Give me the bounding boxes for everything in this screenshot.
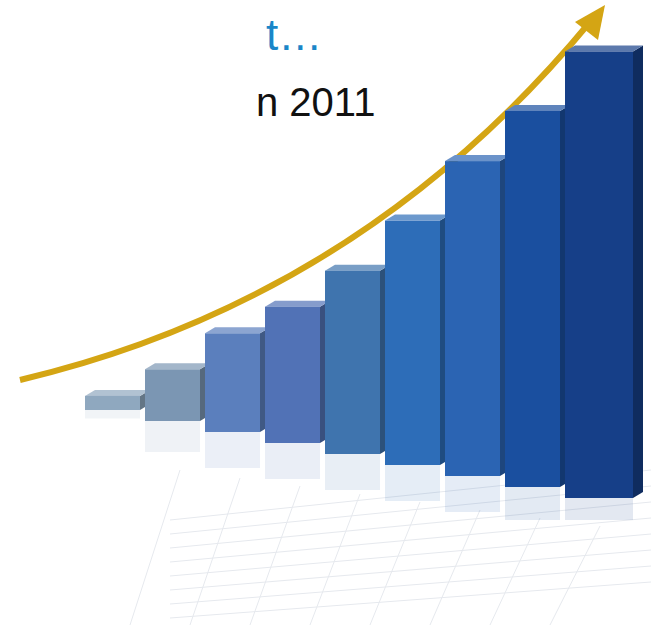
bar-top [445, 155, 510, 161]
floor-line [170, 582, 651, 618]
bar-top [145, 363, 210, 369]
bar-reflection [565, 498, 633, 520]
bar-top [205, 327, 270, 333]
floor-line [250, 486, 300, 625]
bar [145, 369, 200, 421]
subtitle: n 2011 [256, 80, 375, 124]
floor-line [170, 566, 651, 604]
floor-line [190, 478, 240, 625]
title: t… [266, 10, 322, 59]
bar-reflection [505, 487, 560, 520]
chart: t… n 2011 [0, 0, 651, 632]
floor-line [170, 550, 651, 590]
bar [445, 161, 500, 476]
bar-reflection [205, 432, 260, 468]
bar [505, 111, 560, 487]
bar-reflection [385, 465, 440, 501]
floor-line [550, 526, 600, 625]
bar-side [633, 46, 643, 499]
bar-reflection [445, 476, 500, 512]
bar [85, 396, 140, 410]
bar-reflection [85, 410, 140, 418]
arrow-head [575, 5, 605, 40]
bar [385, 221, 440, 465]
floor-line [370, 502, 420, 625]
bar-top [325, 265, 390, 271]
bar-reflection [145, 421, 200, 452]
bar-top [385, 215, 450, 221]
bar-top [85, 390, 150, 396]
bar-top [565, 46, 643, 52]
bars [85, 46, 643, 521]
bar [265, 307, 320, 443]
bar-top [505, 105, 570, 111]
bar [565, 52, 633, 499]
bar [325, 271, 380, 454]
bar-top [265, 301, 330, 307]
bar [205, 333, 260, 432]
floor-line [490, 518, 540, 625]
bar-reflection [265, 443, 320, 479]
bar-reflection [325, 454, 380, 490]
